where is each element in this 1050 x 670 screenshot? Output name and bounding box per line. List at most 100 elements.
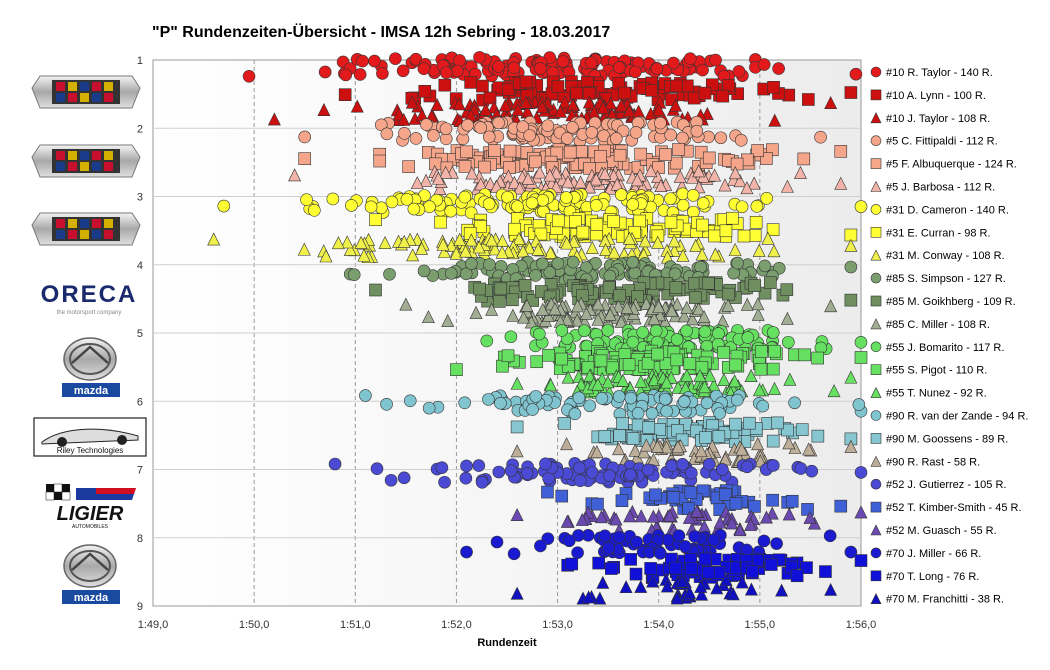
legend-label: #31 M. Conway - 108 R. bbox=[886, 250, 1005, 262]
data-point bbox=[670, 333, 684, 346]
data-point bbox=[764, 558, 778, 571]
data-point bbox=[682, 510, 696, 524]
data-point bbox=[665, 459, 678, 473]
data-point bbox=[854, 335, 868, 349]
data-point bbox=[436, 237, 450, 251]
data-point bbox=[318, 65, 332, 79]
data-point bbox=[852, 398, 866, 411]
data-point bbox=[469, 305, 483, 319]
data-point bbox=[569, 215, 582, 228]
legend-item: #90 M. Goossens - 89 R. bbox=[870, 433, 1008, 445]
data-point bbox=[402, 160, 415, 173]
data-point bbox=[369, 283, 382, 297]
data-point bbox=[710, 581, 724, 595]
legend-item: #52 J. Gutierrez - 105 R. bbox=[870, 478, 1006, 491]
data-point bbox=[654, 179, 668, 193]
data-point bbox=[660, 375, 674, 389]
data-point bbox=[317, 103, 331, 116]
data-point bbox=[636, 326, 649, 339]
data-point bbox=[570, 86, 583, 100]
legend-marker bbox=[870, 272, 882, 284]
data-point bbox=[634, 147, 648, 161]
data-point bbox=[435, 461, 449, 474]
series-11 bbox=[369, 276, 858, 308]
data-point bbox=[570, 313, 584, 327]
series-2 bbox=[338, 75, 858, 107]
data-point bbox=[683, 357, 697, 370]
series-3 bbox=[267, 95, 838, 128]
data-point bbox=[854, 505, 868, 519]
data-point bbox=[651, 235, 665, 249]
data-point bbox=[507, 61, 521, 75]
data-point bbox=[783, 372, 797, 386]
data-point bbox=[844, 260, 858, 274]
data-point bbox=[560, 437, 574, 451]
data-point bbox=[405, 95, 419, 109]
data-point bbox=[298, 130, 312, 144]
data-point bbox=[675, 574, 689, 588]
data-point bbox=[555, 489, 569, 503]
data-point bbox=[389, 52, 402, 65]
data-point bbox=[465, 257, 478, 270]
legend-item: #31 D. Cameron - 140 R. bbox=[870, 204, 1009, 216]
legend-marker bbox=[870, 478, 882, 490]
y-tick-label: 4 bbox=[137, 260, 143, 272]
data-point bbox=[498, 98, 512, 112]
data-point bbox=[651, 347, 665, 361]
data-point bbox=[544, 245, 557, 259]
data-point bbox=[647, 311, 661, 325]
data-point bbox=[725, 516, 739, 530]
data-point bbox=[510, 420, 524, 434]
data-point bbox=[555, 352, 568, 366]
data-point bbox=[606, 361, 619, 375]
legend-marker bbox=[870, 318, 882, 330]
data-point bbox=[735, 442, 749, 456]
data-point bbox=[594, 354, 608, 368]
data-point bbox=[747, 176, 761, 190]
data-point bbox=[672, 529, 686, 542]
data-point bbox=[698, 380, 712, 394]
data-point bbox=[734, 134, 748, 147]
data-point bbox=[802, 442, 816, 456]
legend-marker bbox=[870, 341, 882, 353]
data-point bbox=[590, 445, 604, 459]
data-point bbox=[660, 579, 674, 593]
data-point bbox=[534, 62, 547, 75]
data-point bbox=[370, 462, 384, 475]
x-tick-label: 1:56,0 bbox=[846, 619, 877, 631]
manufacturer-logos: ORECA the motorsport company mazda Riley… bbox=[31, 75, 147, 604]
data-point bbox=[669, 98, 683, 112]
data-point bbox=[510, 508, 524, 522]
data-point bbox=[665, 303, 679, 317]
data-point bbox=[713, 407, 726, 420]
data-point bbox=[660, 404, 673, 418]
data-point bbox=[680, 300, 694, 314]
legend-marker bbox=[870, 227, 882, 238]
data-point bbox=[485, 302, 499, 316]
data-point bbox=[699, 431, 712, 444]
mazda-logo: mazda bbox=[62, 337, 120, 397]
legend-item: #85 M. Goikhberg - 109 R. bbox=[870, 295, 1016, 308]
data-point bbox=[548, 302, 562, 316]
data-point bbox=[626, 432, 640, 445]
data-point bbox=[488, 242, 502, 256]
data-point bbox=[494, 396, 507, 410]
series-16 bbox=[359, 389, 868, 421]
svg-text:the motorsport company: the motorsport company bbox=[57, 310, 122, 316]
data-point bbox=[613, 429, 626, 442]
legend-label: #55 J. Bomarito - 117 R. bbox=[886, 342, 1004, 354]
y-tick-label: 2 bbox=[137, 123, 143, 135]
data-point bbox=[642, 421, 656, 434]
data-point bbox=[472, 240, 486, 254]
legend-marker bbox=[870, 433, 882, 444]
data-point bbox=[453, 232, 467, 246]
data-point bbox=[802, 93, 815, 106]
data-point bbox=[474, 121, 488, 135]
data-point bbox=[639, 297, 653, 310]
data-point bbox=[731, 256, 744, 270]
data-point bbox=[578, 324, 591, 338]
data-point bbox=[713, 515, 727, 529]
data-point bbox=[521, 171, 535, 185]
data-point bbox=[634, 579, 648, 593]
data-point bbox=[751, 437, 765, 451]
